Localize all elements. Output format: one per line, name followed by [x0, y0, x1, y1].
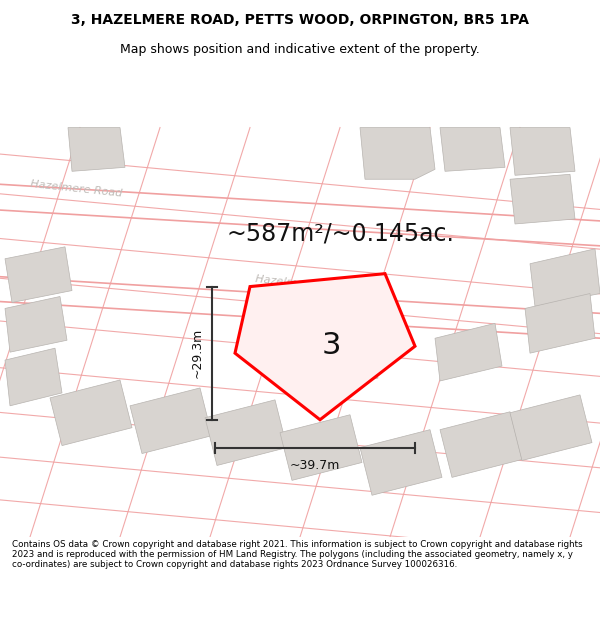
Polygon shape — [205, 400, 287, 466]
Polygon shape — [235, 274, 415, 420]
Text: 3, HAZELMERE ROAD, PETTS WOOD, ORPINGTON, BR5 1PA: 3, HAZELMERE ROAD, PETTS WOOD, ORPINGTON… — [71, 13, 529, 28]
Polygon shape — [510, 395, 592, 461]
Text: ~39.7m: ~39.7m — [290, 459, 340, 472]
Polygon shape — [310, 338, 378, 393]
Text: ~29.3m: ~29.3m — [191, 328, 204, 378]
Polygon shape — [280, 415, 362, 481]
Polygon shape — [5, 247, 72, 302]
Polygon shape — [440, 412, 522, 478]
Polygon shape — [68, 127, 125, 171]
Text: Contains OS data © Crown copyright and database right 2021. This information is : Contains OS data © Crown copyright and d… — [12, 539, 583, 569]
Polygon shape — [435, 323, 502, 381]
Text: Hazelmere Road: Hazelmere Road — [30, 179, 123, 199]
Text: ~587m²/~0.145ac.: ~587m²/~0.145ac. — [226, 222, 454, 246]
Polygon shape — [130, 388, 212, 454]
Polygon shape — [440, 127, 505, 171]
Text: 3: 3 — [321, 331, 341, 360]
Polygon shape — [510, 174, 575, 224]
Polygon shape — [530, 249, 600, 306]
Polygon shape — [510, 127, 575, 175]
Polygon shape — [525, 294, 595, 353]
Polygon shape — [360, 127, 435, 179]
Polygon shape — [360, 429, 442, 495]
Text: Map shows position and indicative extent of the property.: Map shows position and indicative extent… — [120, 43, 480, 56]
Polygon shape — [50, 380, 132, 446]
Polygon shape — [5, 296, 67, 352]
Text: Hazelmere Road: Hazelmere Road — [255, 274, 348, 293]
Polygon shape — [5, 348, 62, 406]
